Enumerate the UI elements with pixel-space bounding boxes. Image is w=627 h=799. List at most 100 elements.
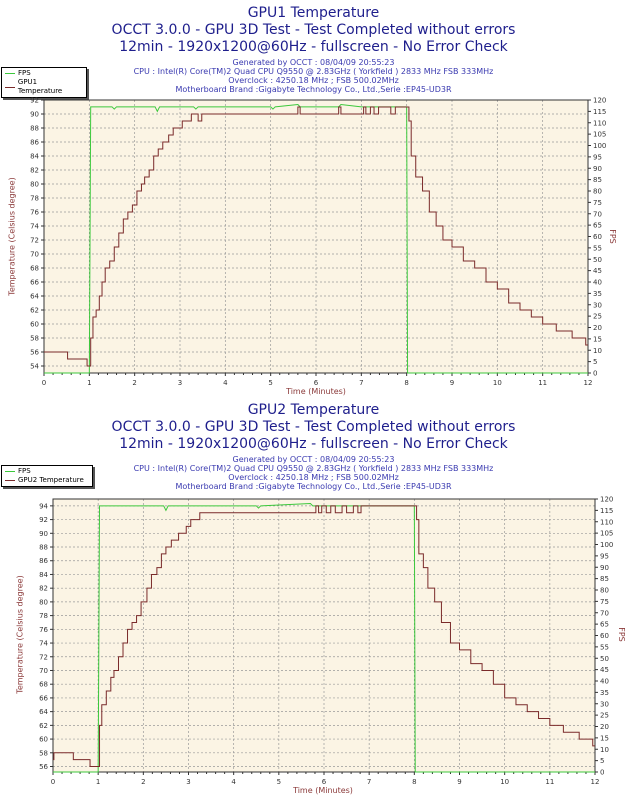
y-tick-label: 90 bbox=[30, 111, 39, 119]
x-tick-label: 9 bbox=[450, 379, 454, 387]
legend-temp-label: GPU1 Temperature bbox=[17, 78, 63, 95]
y-tick-label: 72 bbox=[39, 653, 48, 661]
chart2-info-overclock: Overclock : 4250.18 MHz ; FSB 500.02MHz bbox=[228, 473, 399, 482]
y2-tick-label: 100 bbox=[600, 541, 613, 549]
y2-tick-label: 95 bbox=[593, 153, 602, 161]
y-tick-label: 84 bbox=[30, 153, 39, 161]
y-tick-label: 86 bbox=[39, 557, 48, 565]
x-tick-label: 4 bbox=[223, 379, 228, 387]
chart2-info-motherboard: Motherboard Brand :Gigabyte Technology C… bbox=[175, 482, 452, 491]
y-tick-label: 82 bbox=[30, 167, 39, 175]
y2-tick-label: 85 bbox=[593, 176, 602, 184]
y-tick-label: 58 bbox=[30, 335, 39, 343]
x-tick-label: 1 bbox=[96, 778, 100, 786]
y-tick-label: 56 bbox=[30, 349, 39, 357]
x-tick-label: 6 bbox=[322, 778, 327, 786]
chart2-info-generated: Generated by OCCT : 08/04/09 20:55:23 bbox=[232, 455, 395, 464]
y2-tick-label: 30 bbox=[593, 301, 602, 309]
chart1-info-motherboard: Motherboard Brand :Gigabyte Technology C… bbox=[175, 85, 452, 94]
y-tick-label: 80 bbox=[39, 598, 48, 606]
y-tick-label: 92 bbox=[39, 516, 48, 524]
y2-tick-label: 65 bbox=[593, 222, 602, 230]
x-tick-label: 5 bbox=[268, 379, 272, 387]
plot-border bbox=[52, 498, 596, 773]
chart1-subtitle2: 12min - 1920x1200@60Hz - fullscreen - No… bbox=[119, 39, 508, 55]
x-tick-label: 10 bbox=[500, 778, 509, 786]
y-tick-label: 86 bbox=[30, 139, 39, 147]
y-tick-label: 78 bbox=[39, 612, 48, 620]
y-tick-label: 72 bbox=[30, 237, 39, 245]
y2-tick-label: 30 bbox=[600, 700, 609, 708]
y2-tick-label: 0 bbox=[593, 370, 597, 378]
plot-border bbox=[43, 99, 589, 374]
x-tick-label: 0 bbox=[51, 778, 55, 786]
legend-fps-swatch bbox=[5, 471, 15, 472]
y2-tick-label: 35 bbox=[600, 689, 609, 697]
y-tick-label: 84 bbox=[39, 571, 48, 579]
y2-tick-label: 120 bbox=[593, 97, 606, 105]
y2-tick-label: 20 bbox=[600, 723, 609, 731]
y-tick-label: 54 bbox=[30, 363, 39, 371]
y-tick-label: 60 bbox=[39, 736, 48, 744]
y2-tick-label: 95 bbox=[600, 552, 609, 560]
chart1-info-overclock: Overclock : 4250.18 MHz ; FSB 500.02MHz bbox=[228, 76, 399, 85]
y-tick-label: 78 bbox=[30, 195, 39, 203]
x-tick-label: 4 bbox=[231, 778, 236, 786]
y2-tick-label: 60 bbox=[593, 233, 602, 241]
y2-tick-label: 45 bbox=[600, 666, 609, 674]
y-tick-label: 94 bbox=[39, 502, 48, 510]
y-tick-label: 64 bbox=[30, 293, 39, 301]
y2-tick-label: 90 bbox=[600, 564, 609, 572]
y-tick-label: 62 bbox=[30, 307, 39, 315]
y2-tick-label: 55 bbox=[593, 244, 602, 252]
legend-fps-swatch bbox=[5, 73, 15, 74]
chart1-legend: FPS GPU1 Temperature bbox=[1, 67, 87, 98]
x-tick-label: 0 bbox=[42, 379, 46, 387]
y-tick-label: 68 bbox=[39, 681, 48, 689]
x-tick-label: 12 bbox=[591, 778, 600, 786]
fps-series-line bbox=[44, 104, 588, 374]
chart1-title: GPU1 Temperature bbox=[247, 5, 380, 21]
chart2-legend: FPS GPU2 Temperature bbox=[1, 465, 93, 487]
y2-tick-label: 80 bbox=[593, 188, 602, 196]
y-tick-label: 76 bbox=[30, 209, 39, 217]
y2-tick-label: 85 bbox=[600, 575, 609, 583]
y2-tick-label: 40 bbox=[600, 678, 609, 686]
x-tick-label: 7 bbox=[359, 379, 363, 387]
y2-tick-label: 110 bbox=[600, 518, 613, 526]
y-tick-label: 80 bbox=[30, 181, 39, 189]
legend-fps-label: FPS bbox=[18, 69, 31, 77]
x-tick-label: 11 bbox=[545, 778, 554, 786]
legend-temp-label: GPU2 Temperature bbox=[18, 476, 84, 484]
chart1-info-cpu: CPU : Intel(R) Core(TM)2 Quad CPU Q9550 … bbox=[133, 67, 494, 76]
y2-tick-label: 75 bbox=[600, 598, 609, 606]
x-tick-label: 3 bbox=[186, 778, 190, 786]
x-tick-label: 2 bbox=[141, 778, 145, 786]
y-tick-label: 70 bbox=[39, 667, 48, 675]
chart1-subtitle: OCCT 3.0.0 - GPU 3D Test - Test Complete… bbox=[111, 22, 516, 38]
y2-tick-label: 50 bbox=[593, 256, 602, 264]
y2-tick-label: 15 bbox=[593, 335, 602, 343]
x-tick-label: 10 bbox=[493, 379, 502, 387]
y-tick-label: 64 bbox=[39, 708, 48, 716]
x-tick-label: 8 bbox=[404, 379, 408, 387]
y-tick-label: 62 bbox=[39, 722, 48, 730]
y2-tick-label: 100 bbox=[593, 142, 606, 150]
y2-tick-label: 75 bbox=[593, 199, 602, 207]
y2-tick-label: 90 bbox=[593, 165, 602, 173]
x-tick-label: 7 bbox=[367, 778, 371, 786]
legend-fps-label: FPS bbox=[18, 467, 31, 475]
y2-tick-label: 55 bbox=[600, 643, 609, 651]
chart2-plot: 0 1 2 3 4 5 6 7 8 9 10 11 12565860626466687072747678… bbox=[39, 496, 613, 787]
y-tick-label: 92 bbox=[30, 97, 39, 105]
y-tick-label: 74 bbox=[39, 640, 48, 648]
y2-tick-label: 70 bbox=[600, 609, 609, 617]
y2-tick-label: 60 bbox=[600, 632, 609, 640]
y2-tick-label: 15 bbox=[600, 734, 609, 742]
y-tick-label: 70 bbox=[30, 251, 39, 259]
y-tick-label: 66 bbox=[30, 279, 39, 287]
y-tick-label: 60 bbox=[30, 321, 39, 329]
y2-tick-label: 65 bbox=[600, 621, 609, 629]
y2-tick-label: 10 bbox=[600, 746, 609, 754]
